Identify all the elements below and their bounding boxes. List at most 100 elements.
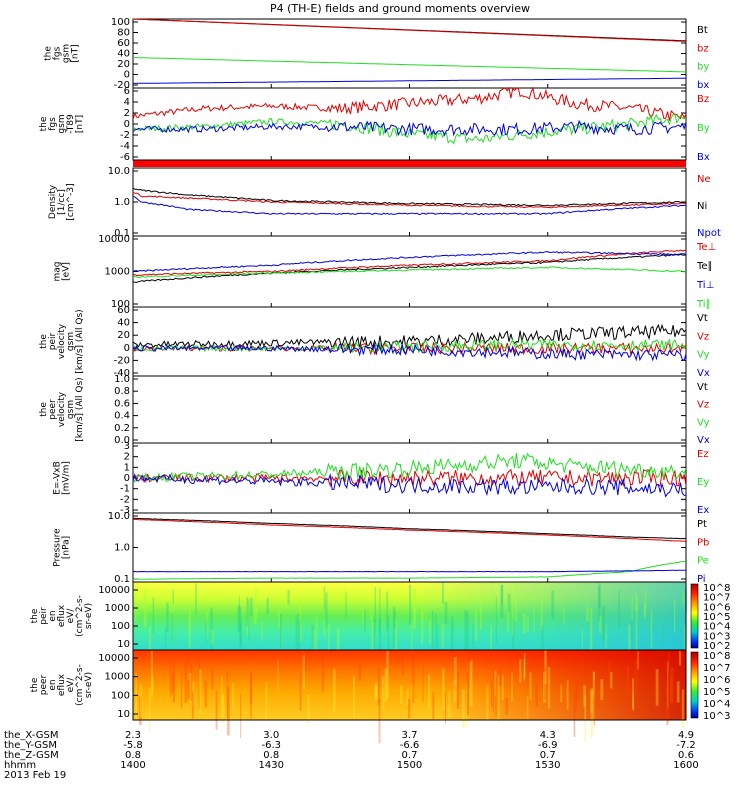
spectrogram-streak <box>265 682 268 720</box>
spectrogram-streak <box>610 672 613 689</box>
legend-Vx: Vx <box>697 435 710 446</box>
spectrogram-streak <box>543 671 546 703</box>
spectrogram-streak <box>541 625 544 660</box>
spectrogram-streak <box>566 680 569 710</box>
spectrogram-streak <box>490 681 493 707</box>
spectrogram-streak <box>466 611 469 655</box>
spectrogram-streak <box>362 598 364 623</box>
spectrogram-streak <box>618 590 620 629</box>
spectrogram-streak <box>246 597 249 626</box>
panel-ylabel: sr-eV) <box>84 672 94 698</box>
panel-ylabel: [nT] <box>75 115 85 133</box>
spectrogram-streak <box>420 611 424 644</box>
footer-value: 3.7 <box>402 730 418 741</box>
spectrogram-streak <box>250 674 252 719</box>
spectrogram-streak <box>135 673 138 719</box>
spectrogram-streak <box>593 679 596 726</box>
legend-Vy: Vy <box>697 350 710 361</box>
spectrogram-streak <box>184 661 188 703</box>
spectrogram-streak <box>442 582 444 604</box>
footer: the_X-GSM the_Y-GSM the_Z-GSM hhmm 2013 … <box>4 730 699 781</box>
series-Npot <box>132 195 687 216</box>
y-tick-label: -3 <box>120 505 130 516</box>
spectrogram-streak <box>461 689 465 728</box>
series-Ti⊥ <box>132 251 687 273</box>
spectrogram-streak <box>138 696 142 726</box>
spectrogram-streak <box>299 599 301 620</box>
spectrogram-streak <box>187 679 191 700</box>
series-Vx <box>132 342 687 362</box>
panel-ylabel: (cm^2-s- <box>75 595 85 637</box>
spectrogram-streak <box>332 668 336 712</box>
spectrogram-streak <box>669 674 673 702</box>
footer-label-x: the_X-GSM <box>4 730 58 741</box>
panel-ylabel: en <box>48 679 58 690</box>
spectrogram-streak <box>435 613 437 653</box>
panel-ylabel: -T89 <box>66 114 76 134</box>
y-tick-label: 60 <box>117 305 130 316</box>
spectrogram-streak <box>171 673 175 693</box>
spectrogram-streak <box>411 621 413 656</box>
spectrogram-streak <box>544 667 546 700</box>
series-Te∥ <box>132 253 687 283</box>
spectrogram-streak <box>150 651 153 698</box>
legend-by: by <box>697 62 709 73</box>
footer-label-y: the_Y-GSM <box>4 740 57 751</box>
spectrogram-streak <box>239 606 242 645</box>
spectrogram-streak <box>667 661 669 709</box>
footer-value: 1600 <box>673 760 698 771</box>
spectrogram-streak <box>205 621 207 644</box>
spectrogram-streak <box>684 625 686 662</box>
spectrogram-streak <box>373 618 376 665</box>
panel-ylabel: gsm <box>62 44 72 63</box>
spectrogram-streak <box>431 610 434 651</box>
footer-value: 4.9 <box>678 730 694 741</box>
spectrogram-streak <box>563 606 565 624</box>
panel-ylabel: gsm <box>57 114 67 133</box>
spectrogram-streak <box>237 605 241 633</box>
panel-ylabel: fgs <box>48 117 58 131</box>
footer-value: 2.3 <box>125 730 141 741</box>
panel-temperature: mag [eV] 10000 1000 100 Te⊥ Te∥ Ti⊥ Ti∥ <box>53 234 717 310</box>
spectrogram-streak <box>248 599 250 640</box>
spectrogram-streak <box>172 589 174 605</box>
spectrogram-streak <box>166 602 169 632</box>
spectrogram-streak <box>597 585 600 622</box>
spectrogram-streak <box>378 698 381 744</box>
spectrogram-streak <box>172 598 174 644</box>
footer-label-z: the_Z-GSM <box>4 750 59 761</box>
y-tick-label: 0 <box>124 473 130 484</box>
legend-Te⊥: Te⊥ <box>696 242 716 253</box>
panel-frame <box>132 649 687 721</box>
spectrogram-streak <box>152 596 155 634</box>
spectrogram-streak <box>394 619 398 660</box>
panel-ylabel: the <box>30 608 40 623</box>
spectrogram-streak <box>425 588 427 624</box>
colorbar-label: 10^8 <box>703 583 730 594</box>
spectrogram-streak <box>573 693 576 737</box>
spectrogram-streak <box>180 672 183 709</box>
y-tick-label: -4 <box>120 141 130 152</box>
mode-bar <box>133 160 686 167</box>
spectrogram-streak <box>479 596 482 630</box>
spectrogram-streak <box>453 680 457 703</box>
spectrogram-streak <box>374 619 376 637</box>
footer-value: 0.7 <box>402 750 418 761</box>
spectrogram-streak <box>526 617 529 631</box>
y-tick-label: 0.1 <box>114 574 130 585</box>
legend-bx: bx <box>697 80 709 91</box>
plot-title: P4 (TH-E) fields and ground moments over… <box>270 2 530 15</box>
panel-ylabel: eflux <box>57 604 67 627</box>
spectrogram-streak <box>358 665 361 682</box>
y-tick-label: -2 <box>120 494 130 505</box>
panel-ylabel: velocity <box>57 323 67 359</box>
series-Pb <box>133 518 687 542</box>
spectrogram-streak <box>204 680 207 708</box>
panel-ylabel: [1/cc] <box>57 189 67 215</box>
y-tick-label: -20 <box>114 355 130 366</box>
spectrogram-streak <box>475 608 478 641</box>
spectrogram-streak <box>171 613 174 643</box>
spectrogram-streak <box>547 667 551 709</box>
legend-bz: bz <box>697 43 709 54</box>
spectrogram-streak <box>299 673 302 711</box>
